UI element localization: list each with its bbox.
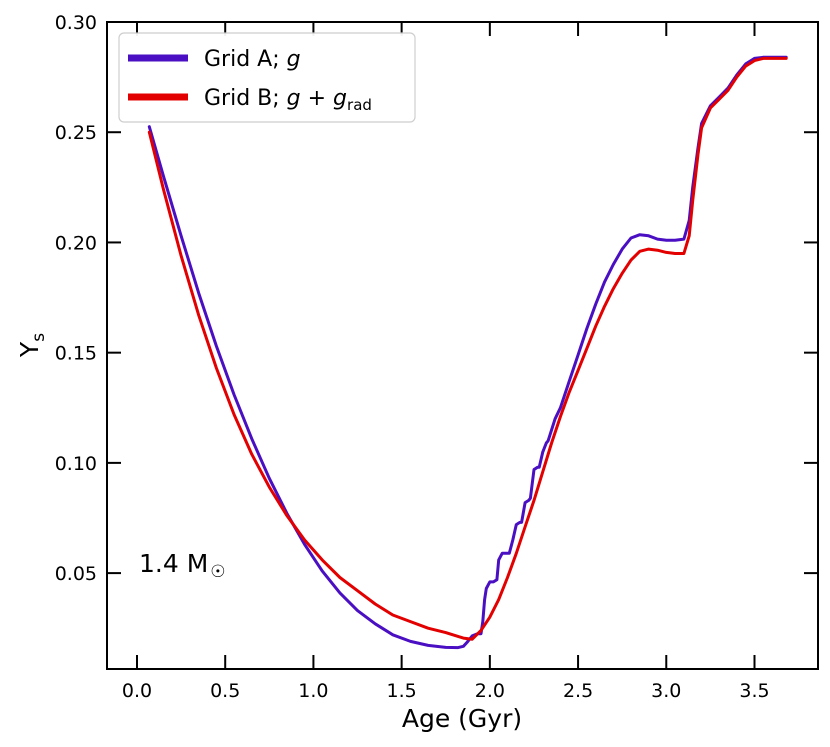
x-tick-label: 1.5 [387, 680, 417, 702]
mass-annotation-text: 1.4 M [139, 549, 208, 578]
x-axis-title: Age (Gyr) [402, 704, 522, 733]
legend-label-grid-a-main: Grid A; [204, 47, 287, 72]
x-tick-label: 0.5 [210, 680, 240, 702]
y-tick-label: 0.25 [55, 122, 97, 144]
y-tick-label: 0.30 [55, 12, 97, 34]
series-line-grid-b [147, 56, 788, 641]
series-layer [147, 55, 788, 650]
legend-label-grid-b: Grid B; g + grad [204, 86, 372, 114]
mass-annotation: 1.4 M ☉ [139, 549, 226, 582]
y-tick-label: 0.20 [55, 232, 97, 254]
plot-frame [106, 21, 819, 670]
x-tick-label: 2.0 [475, 680, 505, 702]
y-tick-label: 0.15 [55, 343, 97, 365]
y-axis-title-sub: s [29, 333, 49, 342]
x-tick-label: 3.5 [739, 680, 769, 702]
x-tick-label: 3.0 [651, 680, 681, 702]
x-tick-label: 0.0 [122, 680, 152, 702]
legend-frame [118, 32, 416, 123]
legend-label-grid-b-italic: g + g [287, 86, 347, 111]
y-axis-title-main: Y [15, 341, 44, 358]
sun-symbol-icon: ☉ [210, 562, 225, 582]
legend: Grid A; g Grid B; g + grad [118, 32, 416, 123]
y-axis-title: Ys [15, 333, 49, 358]
x-tick-label: 1.0 [298, 680, 328, 702]
legend-label-grid-b-sub: rad [347, 96, 372, 114]
legend-label-grid-b-main: Grid B; [204, 86, 287, 111]
legend-label-grid-a-italic: g [287, 47, 301, 72]
y-tick-label: 0.10 [55, 453, 97, 475]
y-tick-label: 0.05 [55, 563, 97, 585]
ticks-layer: 0.0 0.5 1.0 1.5 2.0 2.5 3.0 3.5 0.05 0.10 0.15 0.20… [55, 12, 818, 702]
legend-label-grid-a: Grid A; g [204, 47, 301, 72]
x-tick-label: 2.5 [563, 680, 593, 702]
